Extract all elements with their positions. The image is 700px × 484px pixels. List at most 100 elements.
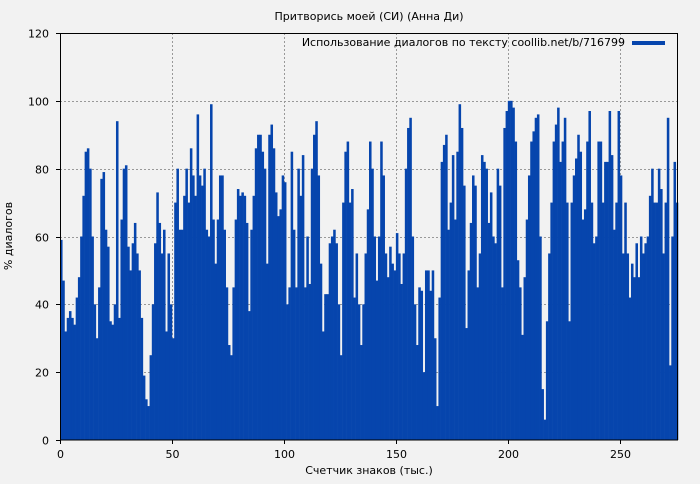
bar [290,151,294,441]
bar [498,185,502,440]
bar [261,151,265,441]
bar [330,236,334,440]
x-tick-label: 50 [166,448,180,461]
bar [597,141,600,441]
bar [98,287,101,440]
bar [62,280,65,440]
bar [230,355,233,440]
bar [174,202,177,440]
bar [366,209,370,440]
bar [151,304,155,440]
bar [371,168,374,440]
x-tick-label: 150 [386,448,407,461]
bar [64,331,68,440]
bar [115,121,119,440]
bar [252,195,256,440]
bar [344,151,347,441]
bar [586,141,589,441]
bar [86,148,90,441]
bar [483,161,486,440]
bar [129,270,132,440]
bar [447,229,450,440]
bar [382,175,385,440]
bar [120,219,123,440]
bar [268,134,271,440]
bar [550,202,553,440]
bar [389,246,392,440]
bar [507,100,511,440]
legend: Использование диалогов по тексту coollib… [302,36,665,49]
bar [494,243,497,440]
bar [545,321,549,440]
plot-frame [60,33,678,441]
x-tick-label: 250 [610,448,631,461]
bar [521,334,524,440]
bar [245,222,249,440]
bar [655,202,659,440]
bar [377,236,381,440]
bar [142,375,146,440]
bar [214,263,218,440]
bar [147,406,150,440]
bar [548,253,551,440]
bar [160,253,164,440]
bar [241,192,244,440]
bar [635,243,638,440]
bar [563,117,567,441]
bar [420,290,424,440]
bar [476,287,480,440]
bar [568,321,571,440]
bar [456,151,459,441]
bar [404,168,408,440]
bar [301,155,305,440]
bar [469,222,473,440]
bar [409,117,412,441]
bar [583,209,587,440]
bar [391,263,394,440]
bar [617,111,621,440]
bar [503,127,506,440]
bar [140,317,144,440]
bar [89,168,92,440]
bar [436,406,439,440]
bar [501,287,504,440]
bar [339,355,343,440]
bar [474,185,477,440]
bar [465,328,468,440]
y-tick-label: 120 [28,28,49,41]
bar [400,283,403,440]
bar [579,151,583,441]
bar [145,399,148,440]
bar [274,192,278,440]
bar [601,202,605,440]
bar [575,158,578,440]
bar [254,148,258,441]
bar [530,141,533,441]
bar [73,324,76,440]
bar [411,236,415,440]
bar [543,419,547,440]
bar [422,372,426,440]
bar [431,270,435,440]
bar [194,195,197,440]
bar [581,219,585,440]
bar [505,111,509,440]
bar [348,202,352,440]
bar [648,195,652,440]
bar [610,155,614,440]
bar [407,127,410,440]
bar [424,270,428,440]
bar [239,195,242,440]
bar [171,338,175,440]
bar [489,192,493,440]
bar [60,239,63,440]
bar [102,172,106,440]
bar [639,236,643,440]
bar [259,134,262,440]
y-axis-label: % диалогов [2,202,15,270]
bar [221,175,224,440]
bar [218,175,222,440]
x-tick-label: 0 [57,448,64,461]
bar [286,304,289,440]
